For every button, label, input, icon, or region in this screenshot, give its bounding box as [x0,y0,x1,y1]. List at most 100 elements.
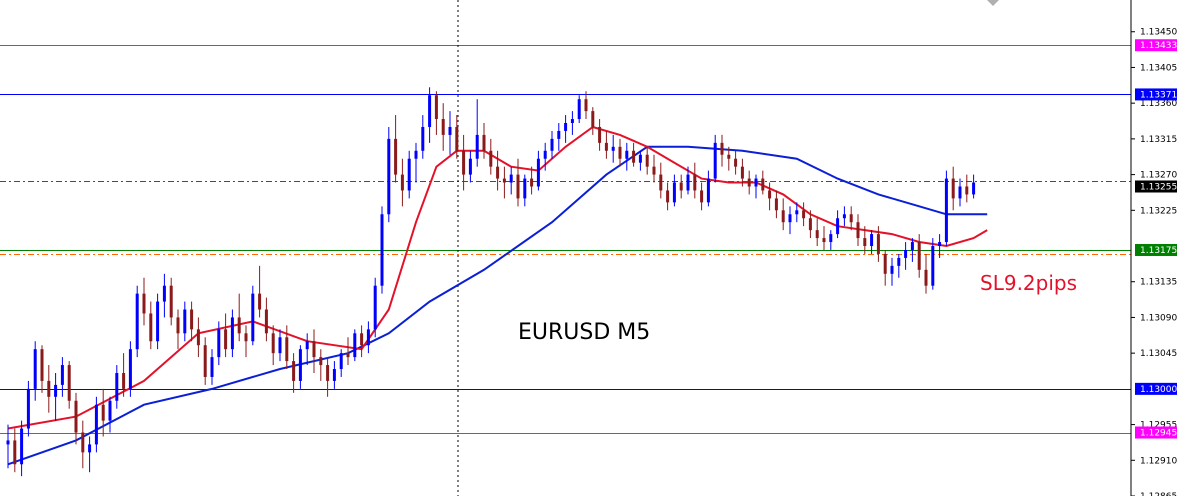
candle-body [26,388,30,429]
candle-body [47,380,51,397]
candle-body [108,400,112,421]
candle [598,119,602,151]
candle-body [40,349,44,381]
candle-body [802,210,806,219]
candle [836,210,840,239]
level-price-tag: 1.13433 [1135,39,1177,52]
candle-body [81,432,85,453]
candle-body [33,349,37,389]
candle-body [468,158,472,175]
candle [638,150,642,171]
level-price-tag: 1.13371 [1135,88,1177,101]
candle-body [74,400,78,433]
candle [734,150,738,175]
chart-shift-marker[interactable] [987,0,999,6]
candle-body [332,369,336,381]
candle [108,396,112,433]
candle-body [604,142,608,151]
candle-body [584,99,588,112]
candle-body [781,210,785,223]
candle [672,174,676,207]
candle-body [863,238,867,247]
level-price-tag-text: 1.13000 [1140,385,1177,395]
candle-body [176,317,180,334]
candle-body [305,341,309,350]
candle [924,253,928,294]
candle-body [380,214,384,286]
candle [829,230,833,250]
level-price-tag-box [1135,426,1177,439]
candle [679,174,683,199]
candle [428,87,432,143]
candle-body [530,178,534,187]
candle-body [509,174,513,183]
candle-body [713,142,717,179]
price-tick-label: 1.13315 [1140,135,1177,145]
candle-body [931,246,935,286]
candlesticks [6,87,976,477]
candle [346,337,350,366]
candle-body [258,293,262,310]
candle [312,329,316,373]
candle-body [958,186,962,199]
candle [373,277,377,338]
candle-body [360,333,364,346]
candle [795,202,799,223]
candle-body [122,372,126,389]
candle-body [686,174,690,191]
candle [958,178,962,207]
candle [26,380,30,437]
level-price-tag-box [1135,88,1177,101]
candle [448,111,452,155]
candle-body [264,309,268,334]
candle [394,115,398,183]
candle [530,166,534,195]
price-tick-label: 1.13090 [1140,313,1177,323]
candle [645,146,649,175]
candle-body [842,214,846,219]
candle [407,150,411,199]
candle-body [319,357,323,366]
candle [156,293,160,350]
candle [421,115,425,159]
candle-body [339,353,343,370]
price-tick-label: 1.12865 [1140,492,1177,496]
candle-body [407,158,411,191]
candle [339,349,343,377]
candle [523,174,527,207]
candle-body [210,357,214,377]
candle-body [169,285,173,318]
candle-body [591,111,595,127]
candle-body [693,174,697,191]
candle-body [88,444,92,453]
candle [434,91,438,135]
candle [115,365,119,409]
candle-body [659,174,663,191]
candle-body [366,329,370,346]
candle [278,329,282,362]
candle-body [904,249,908,258]
candle-body [727,154,731,159]
candle [210,349,214,385]
candle [652,154,656,183]
candle-body [67,365,71,401]
candle [88,436,92,473]
candle [822,226,826,250]
candle-body [720,142,724,155]
candle [496,150,500,191]
candle-body [217,329,221,358]
candle [258,265,262,318]
candle-body [271,333,275,354]
candle-body [251,293,255,342]
candle [40,345,44,393]
candle [802,202,806,227]
candle [360,325,364,358]
candle-body [135,293,139,350]
candle-body [292,361,296,381]
candle-body [441,119,445,135]
candle-body [190,309,194,330]
candle [326,357,330,397]
candle-body [761,178,765,191]
candle [455,115,459,159]
candle-body [965,186,969,195]
